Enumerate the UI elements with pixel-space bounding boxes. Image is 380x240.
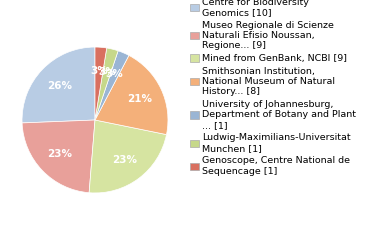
Text: 3%: 3% — [98, 67, 116, 77]
Wedge shape — [95, 55, 168, 135]
Wedge shape — [95, 51, 129, 120]
Text: 21%: 21% — [127, 94, 152, 104]
Wedge shape — [95, 48, 118, 120]
Text: 26%: 26% — [47, 81, 72, 91]
Text: 3%: 3% — [90, 66, 108, 76]
Wedge shape — [89, 120, 166, 193]
Text: 23%: 23% — [112, 155, 137, 165]
Wedge shape — [22, 47, 95, 123]
Legend: Centre for Biodiversity
Genomics [10], Museo Regionale di Scienze
Naturali Efisi: Centre for Biodiversity Genomics [10], M… — [190, 0, 356, 176]
Wedge shape — [95, 47, 107, 120]
Text: 3%: 3% — [106, 69, 124, 79]
Wedge shape — [22, 120, 95, 193]
Text: 23%: 23% — [47, 149, 72, 159]
